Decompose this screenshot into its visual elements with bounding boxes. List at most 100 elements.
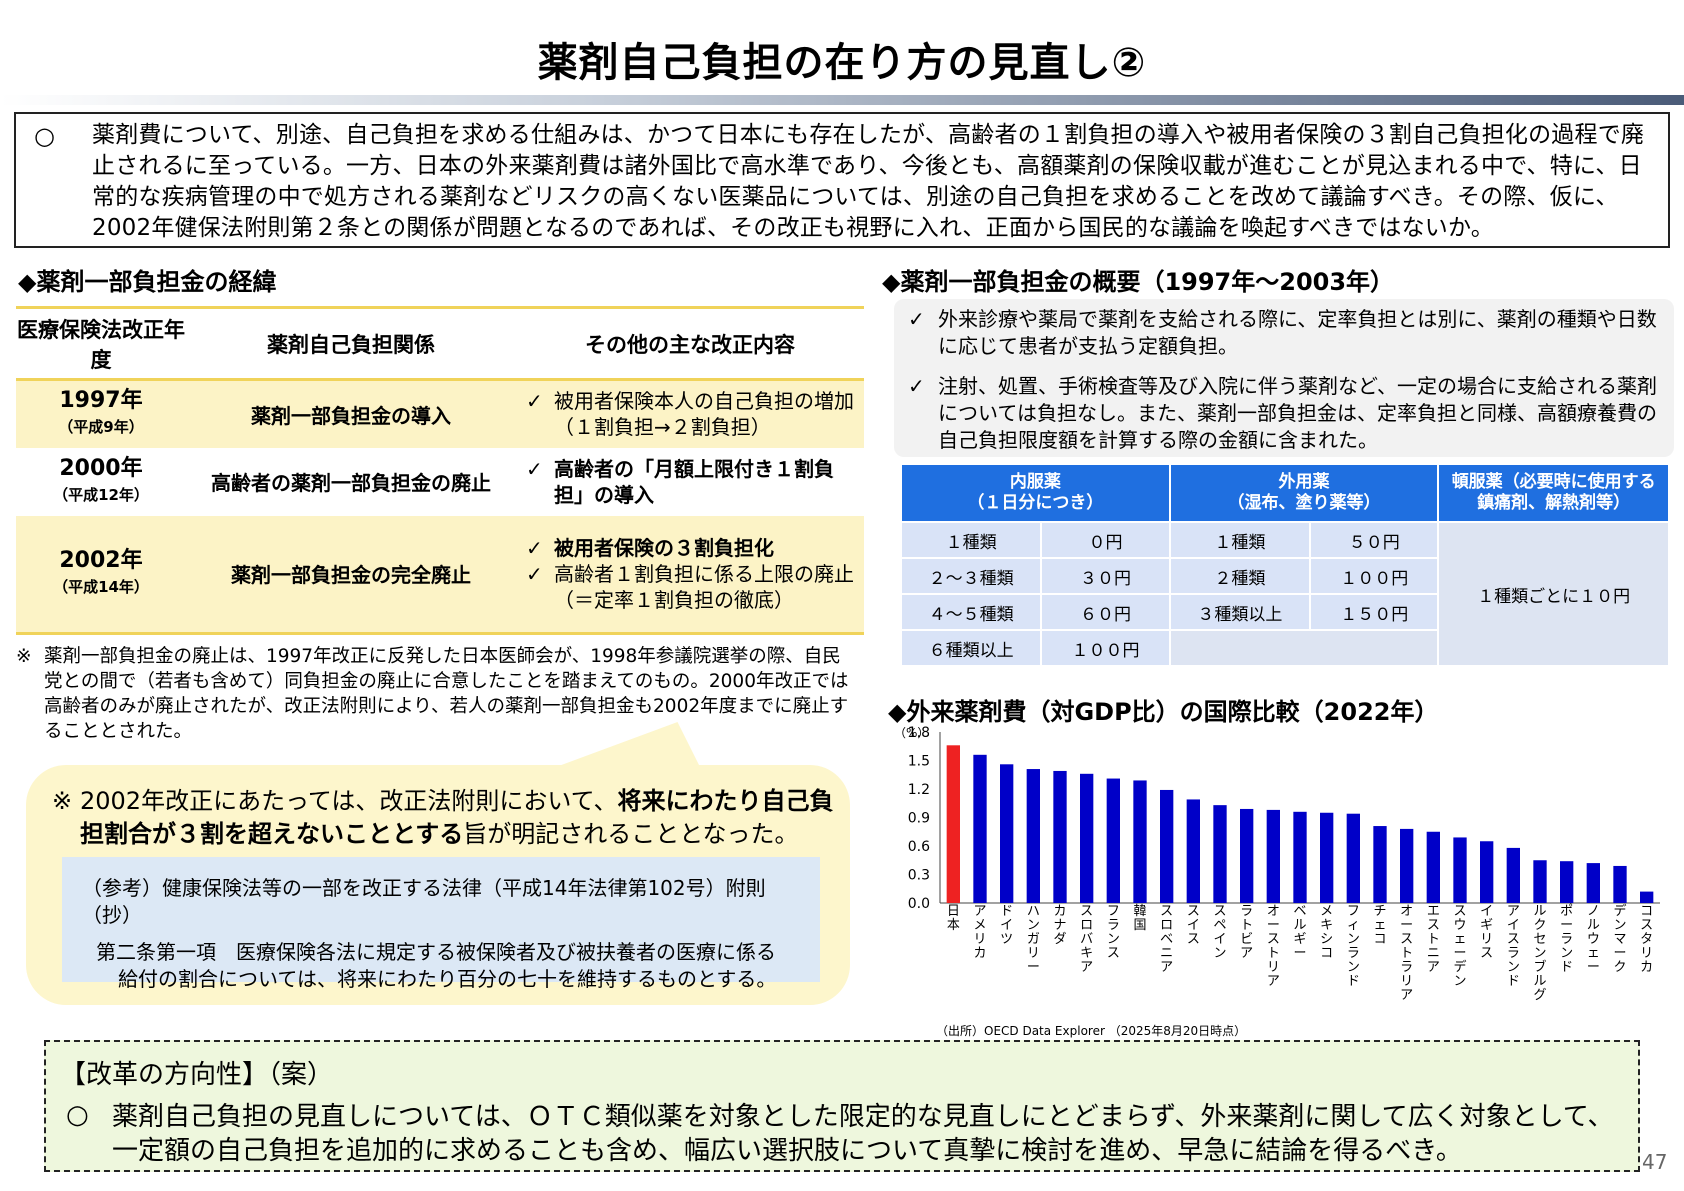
other-cell: ✓ 被用者保険の３割負担化 ✓ 高齢者１割負担に係る上限の廃止（＝定率１割負担の徹底… xyxy=(516,515,864,635)
relation-cell: 高齢者の薬剤一部負担金の廃止 xyxy=(211,471,491,495)
item-text: 高齢者の「月額上限付き１割負担」の導入 xyxy=(554,456,834,507)
reference-title: （参考）健康保険法等の一部を改正する法律（平成14年法律第102号）附則（抄） xyxy=(82,876,766,927)
era-label: （平成14年） xyxy=(53,577,149,596)
table-row: 2000年 （平成12年） 高齢者の薬剤一部負担金の廃止 ✓ 高齢者の「月額上限付き… xyxy=(16,448,864,516)
x-tick-label: ドイツ xyxy=(1000,904,1013,947)
history-header-row: 医療保険法改正年度 薬剤自己負担関係 その他の主な改正内容 xyxy=(16,306,864,381)
oral-fee-cell: １００円 xyxy=(1042,631,1169,665)
oral-kind-cell: ２～３種類 xyxy=(902,559,1041,593)
check-icon: ✓ xyxy=(526,561,543,586)
header-relation: 薬剤自己負担関係 xyxy=(186,306,516,381)
empty-cell xyxy=(1170,631,1438,665)
header-tonpuku: 頓服薬（必要時に使用する 鎮痛剤、解熱剤等） xyxy=(1439,465,1668,521)
oral-kind-cell: １種類 xyxy=(902,523,1041,557)
x-tick-label: スウェーデン xyxy=(1453,904,1466,989)
oral-fee-cell: ３０円 xyxy=(1042,559,1169,593)
note-text: 薬剤一部負担金の廃止は、1997年改正に反発した日本医師会が、1998年参議院選… xyxy=(44,646,849,742)
x-tick-label: 韓国 xyxy=(1133,904,1146,933)
bar xyxy=(1346,813,1360,903)
note-mark: ※ xyxy=(16,646,32,667)
y-tick-label: 1.5 xyxy=(908,754,930,770)
bar xyxy=(1480,841,1494,903)
bar xyxy=(1160,789,1174,903)
era-label: （平成9年） xyxy=(58,418,144,437)
bar xyxy=(1000,764,1014,903)
x-tick-label: スイス xyxy=(1187,904,1200,947)
year-cell: 2000年 （平成12年） xyxy=(16,448,186,516)
x-tick-label: アイスランド xyxy=(1507,904,1520,989)
year-label: 2000年 xyxy=(59,455,143,481)
x-tick-label: スロバキア xyxy=(1080,904,1093,975)
y-tick-label: 0.9 xyxy=(908,811,930,827)
list-item: ✓ 高齢者１割負担に係る上限の廃止（＝定率１割負担の徹底） xyxy=(526,561,854,613)
bar xyxy=(1426,831,1440,903)
item-text: 被用者保険本人の自己負担の増加（１割負担→２割負担） xyxy=(554,389,854,440)
chart: （%） 0.0 0.3 0.6 0.9 1.2 1.5 1.8 日本 アメリカ ドイツ ハンガリー カナ… xyxy=(880,725,1670,1035)
x-tick-label: フィンランド xyxy=(1347,904,1360,989)
y-tick-label: 0.3 xyxy=(908,868,930,884)
fee-table: 内服薬 （１日分につき） 外用薬 （湿布、塗り薬等） 頓服薬（必要時に使用する … xyxy=(900,463,1670,667)
reform-text: 薬剤自己負担の見直しについては、ＯＴＣ類似薬を対象とした限定的な見直しにとどまら… xyxy=(112,1102,1614,1166)
reference-line: 第二条第一項 医療保険各法に規定する被保険者及び被扶養者の医療に係る xyxy=(96,940,776,964)
bar xyxy=(1560,861,1574,903)
x-tick-label: デンマーク xyxy=(1613,903,1626,975)
table-row: 2002年 （平成14年） 薬剤一部負担金の完全廃止 ✓ 被用者保険の３割負担化 ✓… xyxy=(16,515,864,635)
check-icon: ✓ xyxy=(908,374,925,398)
header-oral: 内服薬 （１日分につき） xyxy=(902,465,1169,521)
page-number: 47 xyxy=(1642,1150,1668,1174)
table-row: 1997年 （平成9年） 薬剤一部負担金の導入 ✓ 被用者保険本人の自己負担の増加（… xyxy=(16,379,864,448)
x-tick-label: スロベニア xyxy=(1160,904,1173,975)
bar xyxy=(1106,778,1120,903)
list-item: ✓ 被用者保険の３割負担化 xyxy=(526,535,854,561)
item-text: 高齢者１割負担に係る上限の廃止（＝定率１割負担の徹底） xyxy=(554,561,854,612)
check-icon: ✓ xyxy=(526,535,543,560)
x-tick-label: アメリカ xyxy=(973,904,986,961)
relation-cell: 薬剤一部負担金の完全廃止 xyxy=(186,515,516,635)
bar xyxy=(1453,837,1467,903)
title-divider xyxy=(0,95,1684,105)
bar xyxy=(1080,773,1094,903)
callout-mark: ※ xyxy=(52,787,73,815)
bar xyxy=(1053,770,1067,903)
header-other: その他の主な改正内容 xyxy=(516,306,864,381)
x-tick-label: ルクセンブルグ xyxy=(1533,904,1546,1003)
header-year: 医療保険法改正年度 xyxy=(16,306,186,381)
header-external: 外用薬 （湿布、塗り薬等） xyxy=(1170,465,1438,521)
oral-kind-cell: ６種類以上 xyxy=(902,631,1041,665)
callout-text: ※ 2002年改正にあたっては、改正法附則において、将来にわたり自己負担割合が３… xyxy=(52,785,842,851)
x-tick-label: カナダ xyxy=(1053,904,1066,947)
bullet-circle-icon: ○ xyxy=(34,122,55,150)
ext-fee-cell: １５０円 xyxy=(1311,595,1438,629)
ext-fee-cell: ５０円 xyxy=(1311,523,1438,557)
bar xyxy=(1400,828,1414,903)
bar xyxy=(1293,811,1307,903)
x-tick-label: スペイン xyxy=(1213,904,1226,961)
bar xyxy=(1213,805,1227,903)
bar xyxy=(1026,769,1040,903)
table-row: ６種類以上 １００円 xyxy=(902,631,1668,665)
year-label: 2002年 xyxy=(59,547,143,573)
x-tick-label: ラトビア xyxy=(1240,904,1253,961)
bar xyxy=(1640,891,1654,903)
bar xyxy=(1186,799,1200,903)
bar xyxy=(1320,812,1334,903)
reference-line: 給付の割合については、将来にわたり百分の七十を維持するものとする。 xyxy=(118,967,777,991)
x-tick-label: ベルギー xyxy=(1293,904,1306,961)
callout-text-bold: 将来にわたり自己負担割合が３割を超えないこととする xyxy=(80,787,834,848)
table-row: ４～５種類 ６０円 ３種類以上 １５０円 xyxy=(902,595,1668,629)
oral-fee-cell: ０円 xyxy=(1042,523,1169,557)
x-tick-label: コスタリカ xyxy=(1640,904,1653,975)
bullet-circle-icon: ○ xyxy=(66,1100,89,1130)
bar xyxy=(1266,809,1280,903)
ext-kind-cell: ２種類 xyxy=(1170,559,1310,593)
history-heading: ◆薬剤一部負担金の経緯 xyxy=(18,268,277,296)
y-tick-label: 1.8 xyxy=(908,725,930,741)
callout-text-pre: 2002年改正にあたっては、改正法附則において、 xyxy=(80,787,618,815)
list-item: ✓ 被用者保険本人の自己負担の増加（１割負担→２割負担） xyxy=(526,388,854,440)
oral-fee-cell: ６０円 xyxy=(1042,595,1169,629)
bar xyxy=(946,745,960,903)
ext-kind-cell: １種類 xyxy=(1170,523,1310,557)
reform-heading: 【改革の方向性】（案） xyxy=(60,1060,334,1090)
check-icon: ✓ xyxy=(526,389,543,414)
page-title: 薬剤自己負担の在り方の見直し② xyxy=(537,40,1147,86)
